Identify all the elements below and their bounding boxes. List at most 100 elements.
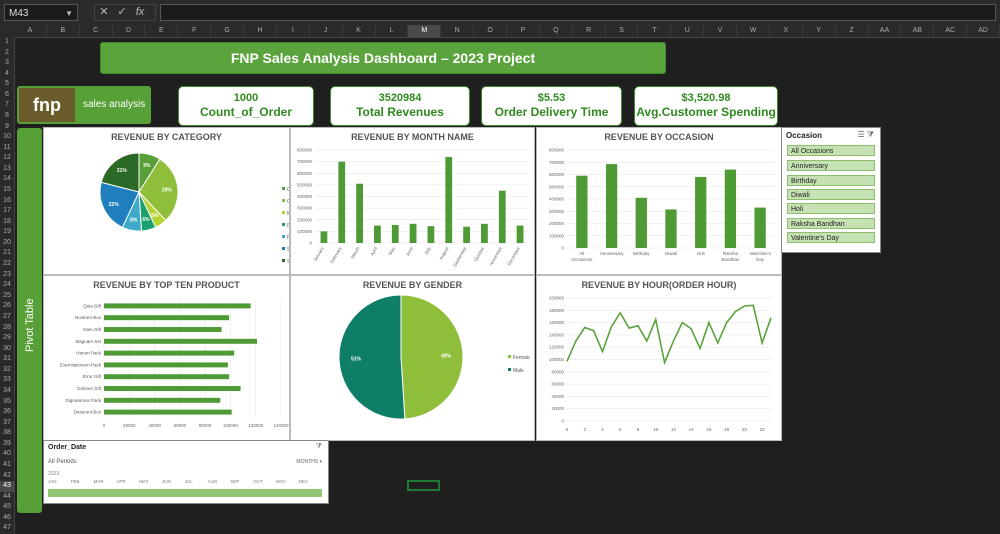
chart-top-products[interactable]: REVENUE BY TOP TEN PRODUCT 0 20000 40000 60… <box>43 275 290 441</box>
row-header[interactable]: 34 <box>3 386 11 394</box>
slicer-item[interactable]: Anniversary <box>787 160 875 171</box>
row-header[interactable]: 4 <box>5 69 9 77</box>
row-header[interactable]: 42 <box>3 471 11 479</box>
row-header[interactable]: 9 <box>5 122 9 130</box>
row-header[interactable]: 47 <box>3 524 11 532</box>
row-header[interactable]: 25 <box>3 291 11 299</box>
row-header[interactable]: 29 <box>3 334 11 342</box>
row-header[interactable]: 22 <box>3 260 11 268</box>
column-header[interactable]: G <box>211 25 245 37</box>
row-header[interactable]: 24 <box>3 281 11 289</box>
row-header[interactable]: 11 <box>3 143 11 151</box>
column-header[interactable]: AD <box>967 25 1000 37</box>
column-header[interactable]: S <box>606 25 639 37</box>
column-header[interactable]: P <box>507 25 540 37</box>
chart-revenue-occasion[interactable]: REVENUE BY OCCASION 0 100000 200000 300000 4… <box>536 127 782 275</box>
row-header[interactable]: 27 <box>3 312 11 320</box>
close-icon[interactable]: ✕ <box>99 6 109 18</box>
column-header[interactable]: I <box>277 25 310 37</box>
chevron-down-icon[interactable]: ▼ <box>65 9 73 18</box>
chart-revenue-category[interactable]: REVENUE BY CATEGORY 9% 29% 5%6% 8% 22% 21% Cak… <box>43 127 290 275</box>
row-header[interactable]: 14 <box>3 175 11 183</box>
column-header[interactable]: V <box>704 25 738 37</box>
slicer-item[interactable]: Birthday <box>787 175 875 186</box>
row-header[interactable]: 43 <box>0 481 14 492</box>
row-header[interactable]: 36 <box>3 408 11 416</box>
row-header[interactable]: 18 <box>3 217 11 225</box>
slicer-item[interactable]: Valentine's Day <box>787 232 875 243</box>
column-header[interactable]: B <box>47 25 80 37</box>
selected-cell[interactable] <box>407 480 440 491</box>
timeline-month[interactable]: JUL <box>184 479 193 484</box>
row-header[interactable]: 7 <box>5 101 9 109</box>
row-header[interactable]: 5 <box>5 80 9 88</box>
row-header[interactable]: 37 <box>3 418 11 426</box>
timeline-month[interactable]: JAN <box>48 479 57 484</box>
row-header[interactable]: 28 <box>3 323 11 331</box>
slicer-item[interactable]: Holi <box>787 203 875 214</box>
chart-revenue-month[interactable]: REVENUE BY MONTH NAME 0 100000 200000 30000… <box>290 127 535 275</box>
column-header[interactable]: L <box>376 25 409 37</box>
column-header[interactable]: AB <box>901 25 935 37</box>
column-header[interactable]: W <box>737 25 770 37</box>
column-header[interactable]: AC <box>934 25 968 37</box>
clear-filter-icon[interactable]: ⧩ <box>866 130 874 139</box>
timeline-month[interactable]: AUG <box>207 479 218 484</box>
row-header[interactable]: 30 <box>3 344 11 352</box>
row-header[interactable]: 33 <box>3 376 11 384</box>
clear-filter-icon[interactable]: ⧩ <box>315 443 322 450</box>
column-header[interactable]: Q <box>540 25 573 37</box>
slicer-item[interactable]: All Occasions <box>787 145 875 156</box>
slicer-item[interactable]: Diwali <box>787 189 875 200</box>
chart-revenue-hour[interactable]: REVENUE BY HOUR(ORDER HOUR) 0 20000 40000 6… <box>536 275 782 441</box>
column-header[interactable]: K <box>343 25 376 37</box>
row-header[interactable]: 2 <box>5 48 9 56</box>
row-header[interactable]: 15 <box>3 186 11 194</box>
timeline-level[interactable]: MONTHS ▾ <box>296 459 322 465</box>
timeline-month[interactable]: SEP <box>230 479 240 484</box>
column-header[interactable]: F <box>178 25 212 37</box>
row-header[interactable]: 31 <box>3 355 11 363</box>
row-header[interactable]: 32 <box>3 365 11 373</box>
order-date-timeline[interactable]: Order_Date ⧩ All Periods MONTHS ▾ 2023 J… <box>43 440 329 504</box>
formula-input[interactable] <box>160 4 996 21</box>
row-header[interactable]: 40 <box>3 450 11 458</box>
timeline-month[interactable]: NOV <box>276 479 286 484</box>
row-header[interactable]: 44 <box>3 492 11 500</box>
column-header[interactable]: AA <box>869 25 902 37</box>
timeline-month[interactable]: OCT <box>253 479 263 484</box>
column-header[interactable]: H <box>244 25 277 37</box>
column-header[interactable]: J <box>310 25 343 37</box>
timeline-month[interactable]: MAR <box>93 479 104 484</box>
column-header[interactable]: Y <box>803 25 836 37</box>
column-header[interactable]: M <box>408 25 442 37</box>
row-header[interactable]: 20 <box>3 238 11 246</box>
row-header[interactable]: 10 <box>3 133 11 141</box>
row-header[interactable]: 16 <box>3 196 11 204</box>
row-header[interactable]: 38 <box>3 429 11 437</box>
column-header[interactable]: T <box>638 25 672 37</box>
timeline-month[interactable]: APR <box>116 479 126 484</box>
row-header[interactable]: 8 <box>5 112 9 120</box>
row-header[interactable]: 1 <box>5 38 9 45</box>
check-icon[interactable]: ✓ <box>117 6 127 18</box>
row-header[interactable]: 21 <box>3 249 11 257</box>
name-box[interactable]: M43 ▼ <box>4 4 78 21</box>
row-header[interactable]: 6 <box>5 90 9 98</box>
function-icon[interactable]: fx <box>135 6 145 18</box>
row-header[interactable]: 26 <box>3 302 11 310</box>
row-header[interactable]: 39 <box>3 439 11 447</box>
row-header[interactable]: 45 <box>3 503 11 511</box>
row-header[interactable]: 3 <box>5 59 9 67</box>
column-header[interactable]: O <box>474 25 507 37</box>
timeline-month[interactable]: MAY <box>139 479 149 484</box>
column-header[interactable]: E <box>145 25 179 37</box>
timeline-month[interactable]: JUN <box>162 479 171 484</box>
column-header[interactable]: Z <box>836 25 869 37</box>
timeline-bar[interactable] <box>48 489 322 497</box>
multi-select-icon[interactable]: ☰ <box>857 130 865 139</box>
column-header[interactable]: X <box>770 25 803 37</box>
row-header[interactable]: 13 <box>3 164 11 172</box>
row-header[interactable]: 17 <box>3 207 11 215</box>
row-header[interactable]: 41 <box>3 460 11 468</box>
